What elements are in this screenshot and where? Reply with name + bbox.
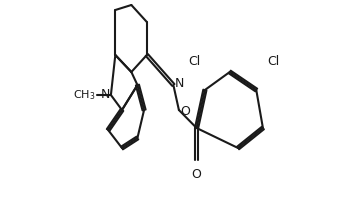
Text: Cl: Cl [188, 55, 200, 68]
Text: N: N [100, 89, 110, 101]
Text: N: N [174, 76, 184, 90]
Text: Cl: Cl [268, 55, 280, 68]
Text: O: O [192, 168, 202, 181]
Text: CH$_3$: CH$_3$ [73, 88, 95, 102]
Text: O: O [180, 105, 190, 118]
